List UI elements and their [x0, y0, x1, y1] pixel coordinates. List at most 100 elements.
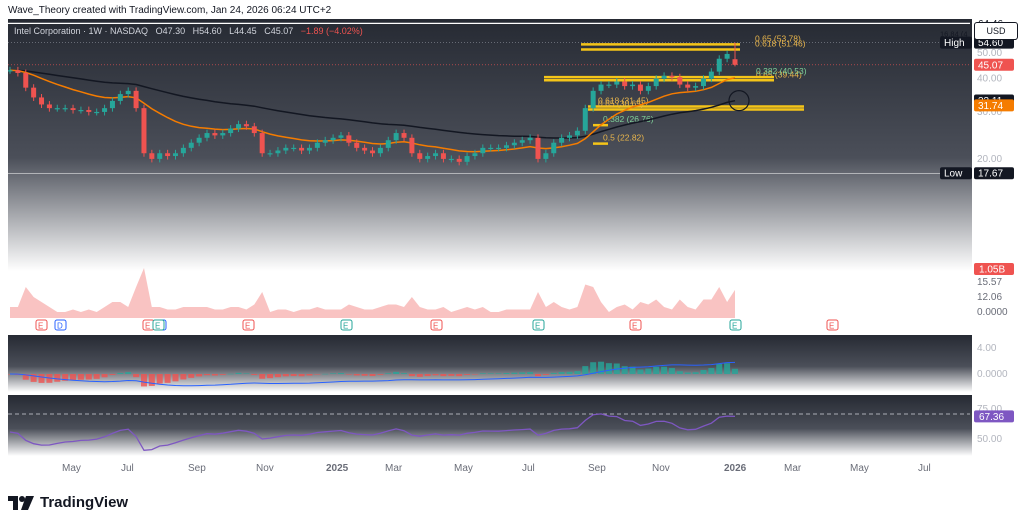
event-marker-label: E	[433, 322, 438, 331]
candle-body	[362, 147, 368, 151]
candle-body	[283, 147, 289, 151]
macd-histogram-bar	[534, 374, 541, 377]
time-axis-label: May	[454, 463, 473, 474]
fib-label: 0.65 (30.65)	[598, 98, 644, 108]
candle-body	[511, 142, 517, 146]
candle-body	[716, 58, 722, 72]
candle-body	[109, 100, 115, 109]
macd-histogram-bar	[582, 366, 589, 374]
extreme-marker-label: Low	[944, 169, 963, 180]
macd-histogram-bar	[172, 374, 179, 382]
macd-histogram-bar	[716, 363, 723, 374]
macd-histogram-bar	[196, 374, 203, 377]
macd-line	[9, 361, 736, 387]
volume-tick-label: 15.57	[977, 277, 1002, 288]
brand-logo[interactable]: TradingView	[8, 494, 128, 511]
macd-histogram-bar	[393, 371, 400, 374]
candle-body	[94, 111, 100, 114]
candle-body	[188, 142, 194, 148]
rsi-tick-label: 50.00	[977, 434, 1002, 445]
candle-body	[299, 147, 305, 151]
macd-histogram-bar	[330, 373, 337, 374]
macd-histogram-bar	[211, 374, 218, 376]
rsi-line	[9, 413, 736, 451]
event-marker-label: E	[829, 322, 834, 331]
price-badge-text: 54.60	[978, 38, 1003, 49]
candle-body	[86, 110, 92, 112]
candle-body	[117, 94, 123, 101]
event-marker-label: D	[57, 322, 63, 331]
candle-body	[354, 142, 360, 148]
candle-body	[204, 133, 210, 138]
time-axis-label: Nov	[256, 463, 274, 474]
candle-body	[653, 78, 659, 87]
candle-body	[614, 81, 620, 85]
macd-histogram-bar	[668, 368, 675, 374]
macd-histogram-bar	[148, 374, 155, 386]
candle-body	[440, 153, 446, 159]
macd-histogram-bar	[471, 374, 478, 375]
price-badge	[974, 58, 1014, 71]
macd-histogram-bar	[125, 372, 132, 374]
candle-body	[377, 147, 383, 154]
candle-body	[259, 133, 265, 154]
macd-histogram-bar	[637, 369, 644, 374]
candle-body	[125, 90, 131, 95]
time-axis-label: Jul	[918, 463, 931, 474]
macd-histogram-bar	[133, 374, 140, 378]
macd-histogram-bar	[227, 373, 234, 375]
candle-body	[519, 140, 525, 143]
macd-histogram-bar	[692, 372, 699, 374]
candle-body	[385, 140, 391, 148]
macd-histogram-bar	[188, 374, 195, 378]
currency-button[interactable]: USD	[974, 22, 1018, 40]
macd-histogram-bar	[353, 374, 360, 376]
volume-panel-background	[8, 271, 972, 331]
macd-histogram-bar	[243, 373, 250, 374]
candle-body	[425, 156, 431, 159]
time-axis-label: 2025	[326, 463, 349, 474]
candle-body	[330, 137, 336, 141]
macd-histogram-bar	[724, 363, 731, 374]
candle-body	[630, 84, 636, 87]
macd-histogram-bar	[101, 374, 108, 378]
macd-histogram-bar	[298, 374, 305, 377]
candle-body	[724, 53, 730, 59]
ema-short-line	[9, 69, 736, 153]
candle-body	[165, 153, 171, 157]
candle-body	[472, 153, 478, 157]
macd-histogram-bar	[503, 373, 510, 374]
price-chart[interactable]: 0.65 (53.78)0.618 (51.46)0.65 (39.44)0.3…	[8, 19, 1020, 481]
event-marker	[826, 319, 839, 331]
candle-body	[669, 75, 675, 78]
chart-caption: Wave_Theory created with TradingView.com…	[8, 5, 332, 16]
event-marker	[340, 319, 353, 331]
candle-body	[393, 133, 399, 141]
tradingview-logo-icon	[8, 495, 34, 510]
macd-histogram-bar	[653, 366, 660, 374]
event-marker	[242, 319, 255, 331]
macd-histogram-bar	[542, 374, 549, 375]
candle-body	[677, 77, 683, 85]
extreme-marker-label: High	[944, 38, 965, 49]
volume-tick-label: 12.06	[977, 292, 1002, 303]
macd-histogram-bar	[77, 374, 84, 380]
candle-body	[464, 156, 470, 162]
macd-histogram-bar	[274, 374, 281, 378]
candle-body	[8, 70, 13, 72]
candle-body	[433, 153, 439, 157]
macd-histogram-bar	[251, 374, 258, 375]
candle-body	[196, 137, 202, 143]
macd-histogram-bar	[70, 374, 77, 381]
candle-body	[693, 86, 699, 88]
candle-body	[212, 133, 218, 136]
candle-body	[133, 90, 139, 109]
macd-histogram-bar	[267, 374, 274, 379]
macd-histogram-bar	[479, 373, 486, 374]
candle-body	[322, 140, 328, 143]
candle-body	[535, 137, 541, 159]
event-marker-label: E	[732, 322, 737, 331]
time-axis-label: Sep	[588, 463, 606, 474]
event-marker	[729, 319, 742, 331]
time-axis-label: 2026	[724, 463, 747, 474]
